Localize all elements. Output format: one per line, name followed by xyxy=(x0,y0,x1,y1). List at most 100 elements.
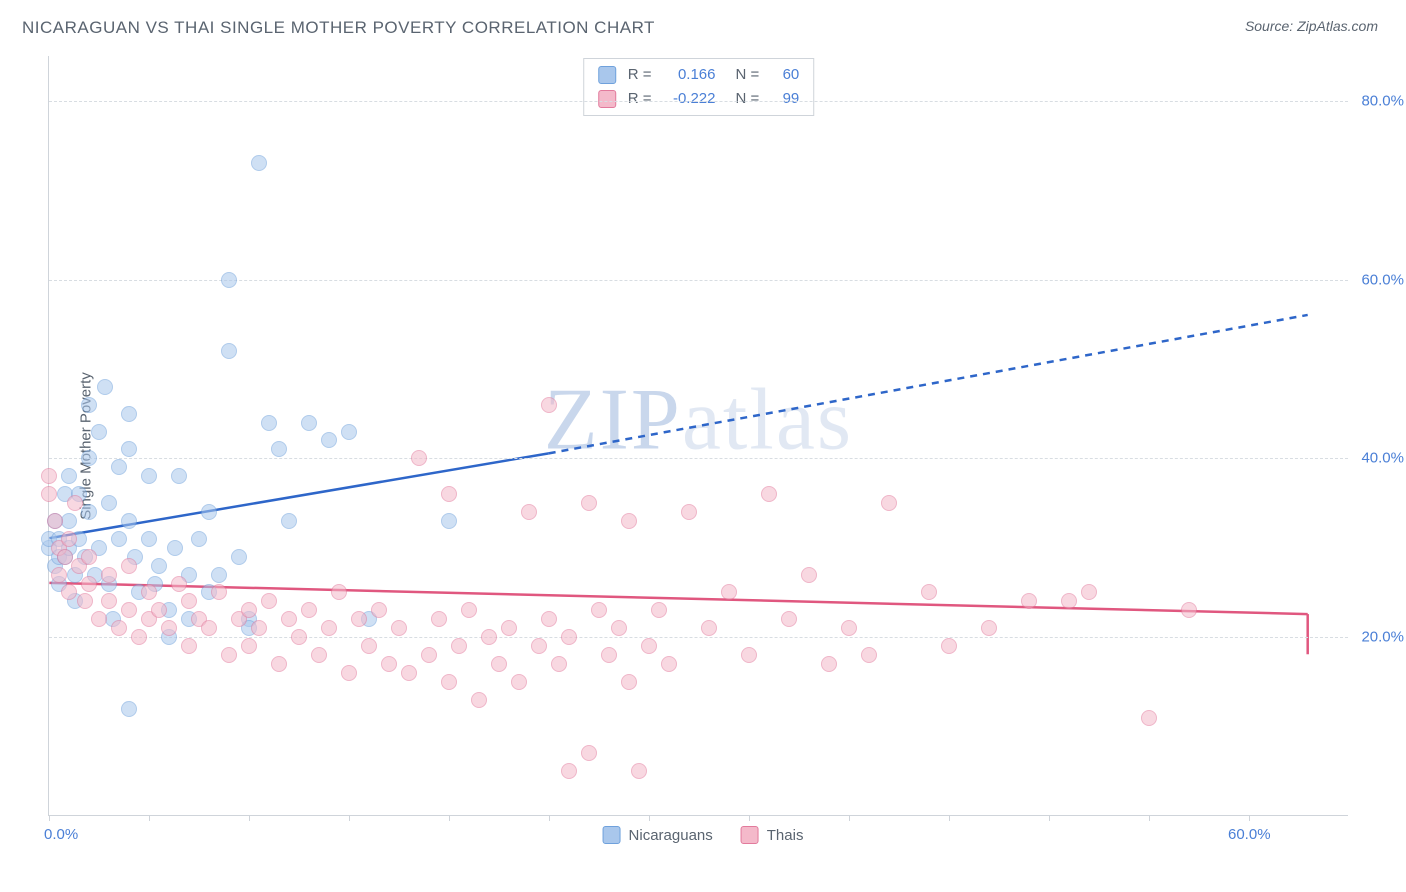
data-point xyxy=(61,584,77,600)
data-point xyxy=(391,620,407,636)
data-point xyxy=(541,611,557,627)
data-point xyxy=(381,656,397,672)
data-point xyxy=(681,504,697,520)
data-point xyxy=(171,576,187,592)
data-point xyxy=(1021,593,1037,609)
y-tick-label: 40.0% xyxy=(1361,450,1404,467)
data-point xyxy=(761,486,777,502)
x-tick xyxy=(449,815,450,821)
data-point xyxy=(371,602,387,618)
data-point xyxy=(261,415,277,431)
data-point xyxy=(661,656,677,672)
data-point xyxy=(141,531,157,547)
data-point xyxy=(211,567,227,583)
grid-line xyxy=(49,458,1348,459)
n-value: 99 xyxy=(767,87,799,111)
legend-series-item: Thais xyxy=(741,826,804,844)
data-point xyxy=(581,495,597,511)
data-point xyxy=(301,415,317,431)
data-point xyxy=(341,424,357,440)
data-point xyxy=(201,620,217,636)
data-point xyxy=(591,602,607,618)
data-point xyxy=(221,647,237,663)
source-name: ZipAtlas.com xyxy=(1297,18,1378,34)
data-point xyxy=(101,495,117,511)
data-point xyxy=(121,558,137,574)
x-tick xyxy=(149,815,150,821)
chart-title: NICARAGUAN VS THAI SINGLE MOTHER POVERTY… xyxy=(22,18,655,38)
source-prefix: Source: xyxy=(1245,18,1297,34)
data-point xyxy=(97,379,113,395)
data-point xyxy=(421,647,437,663)
data-point xyxy=(721,584,737,600)
data-point xyxy=(121,701,137,717)
data-point xyxy=(61,531,77,547)
data-point xyxy=(801,567,817,583)
data-point xyxy=(271,656,287,672)
data-point xyxy=(861,647,877,663)
data-point xyxy=(41,486,57,502)
y-tick-label: 80.0% xyxy=(1361,92,1404,109)
data-point xyxy=(981,620,997,636)
r-value: 0.166 xyxy=(660,63,716,87)
x-tick xyxy=(1049,815,1050,821)
x-tick xyxy=(749,815,750,821)
data-point xyxy=(91,611,107,627)
data-point xyxy=(521,504,537,520)
data-point xyxy=(81,450,97,466)
legend-series: Nicaraguans Thais xyxy=(603,826,804,844)
data-point xyxy=(621,674,637,690)
data-point xyxy=(261,593,277,609)
data-point xyxy=(251,620,267,636)
data-point xyxy=(701,620,717,636)
data-point xyxy=(91,424,107,440)
legend-series-label: Nicaraguans xyxy=(629,827,713,844)
data-point xyxy=(111,531,127,547)
plot-area: ZIPatlas R =0.166N =60R =-0.222N =99 20.… xyxy=(48,56,1348,816)
data-point xyxy=(601,647,617,663)
data-point xyxy=(441,486,457,502)
data-point xyxy=(121,441,137,457)
data-point xyxy=(561,763,577,779)
data-point xyxy=(1081,584,1097,600)
n-label: N = xyxy=(736,87,760,111)
data-point xyxy=(291,629,307,645)
data-point xyxy=(921,584,937,600)
data-point xyxy=(941,638,957,654)
data-point xyxy=(41,468,57,484)
data-point xyxy=(251,155,267,171)
data-point xyxy=(841,620,857,636)
data-point xyxy=(101,567,117,583)
data-point xyxy=(121,602,137,618)
data-point xyxy=(611,620,627,636)
data-point xyxy=(821,656,837,672)
r-label: R = xyxy=(628,87,652,111)
data-point xyxy=(621,513,637,529)
data-point xyxy=(67,495,83,511)
data-point xyxy=(121,406,137,422)
data-point xyxy=(211,584,227,600)
legend-correlation: R =0.166N =60R =-0.222N =99 xyxy=(583,58,815,116)
data-point xyxy=(281,513,297,529)
data-point xyxy=(181,638,197,654)
data-point xyxy=(321,432,337,448)
legend-swatch xyxy=(741,826,759,844)
x-tick xyxy=(1149,815,1150,821)
data-point xyxy=(151,602,167,618)
data-point xyxy=(221,343,237,359)
x-tick xyxy=(649,815,650,821)
data-point xyxy=(531,638,547,654)
x-tick xyxy=(1249,815,1250,821)
data-point xyxy=(781,611,797,627)
grid-line xyxy=(49,101,1348,102)
data-point xyxy=(131,629,147,645)
y-tick-label: 60.0% xyxy=(1361,271,1404,288)
x-tick xyxy=(949,815,950,821)
data-point xyxy=(471,692,487,708)
x-tick xyxy=(549,815,550,821)
legend-correlation-row: R =-0.222N =99 xyxy=(598,87,800,111)
data-point xyxy=(431,611,447,627)
r-label: R = xyxy=(628,63,652,87)
data-point xyxy=(81,397,97,413)
data-point xyxy=(451,638,467,654)
